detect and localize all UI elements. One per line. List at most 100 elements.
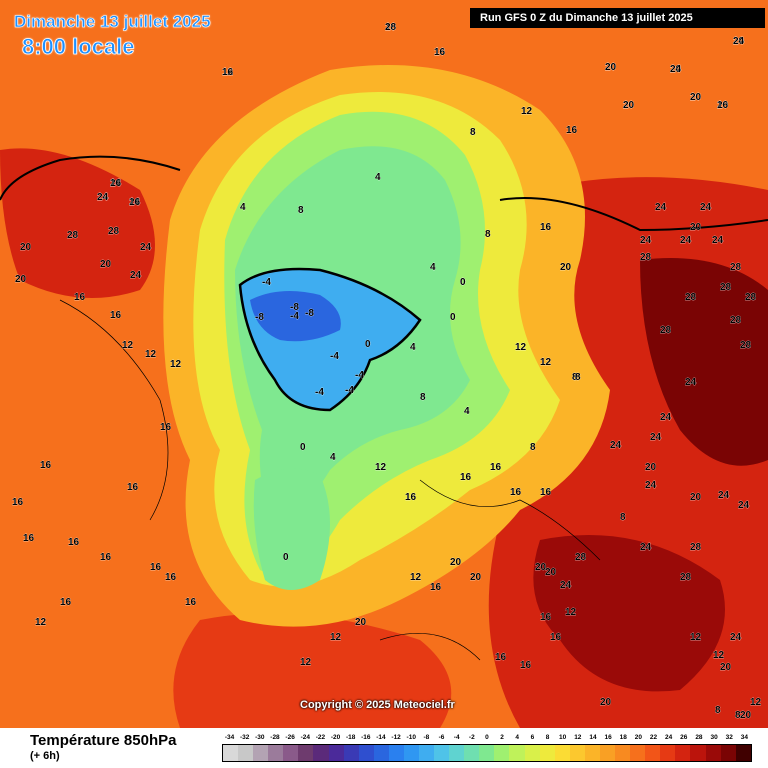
isotherm-value: 16: [129, 197, 141, 208]
time-label: 8:00 locale: [22, 34, 135, 60]
legend-swatch: [690, 745, 706, 761]
field-very-hot-south-asia: [533, 535, 725, 692]
isotherm-value: 20: [623, 100, 635, 111]
legend-value: -16: [361, 734, 371, 741]
isotherm-value: 8: [620, 512, 626, 523]
legend-value: -18: [345, 734, 356, 741]
isotherm-value: 20: [645, 462, 657, 473]
legend-swatch: [268, 745, 284, 761]
legend-swatch: [419, 745, 435, 761]
isotherm-value: 0: [365, 339, 371, 350]
isotherm-value: 0: [283, 552, 289, 563]
isotherm-value: 12: [170, 359, 182, 370]
isotherm-value: 16: [540, 222, 552, 233]
isotherm-value: 8: [470, 127, 476, 138]
legend-value: -6: [438, 734, 445, 741]
isotherm-value: 20: [690, 222, 702, 233]
footer: Température 850hPa (+ 6h) -34 -32 -30 -28 -2…: [0, 728, 768, 768]
legend-swatch: [358, 745, 374, 761]
isotherm-value: 4: [430, 262, 436, 273]
legend-swatch: [479, 745, 495, 761]
isotherm-value: 4: [330, 452, 336, 463]
legend-value: 20: [634, 734, 642, 741]
legend-value: 12: [574, 734, 582, 741]
isotherm-value: 24: [97, 192, 109, 203]
contour-20: [0, 155, 768, 232]
isotherm-value: 28: [730, 315, 742, 326]
isotherm-value: 16: [23, 533, 35, 544]
isotherm-value: 20: [600, 697, 612, 708]
isotherm-value: 20: [690, 92, 702, 103]
legend-swatch: [539, 745, 555, 761]
isotherm-value: 20: [717, 100, 729, 111]
field-minus8: [250, 291, 341, 342]
isotherm-value: 8: [575, 372, 581, 383]
isotherm-value: 24: [738, 500, 750, 511]
legend-swatch: [328, 745, 344, 761]
isotherm-value: 12: [300, 657, 312, 668]
isotherm-value: 16: [460, 472, 472, 483]
isotherm-value: 8: [715, 705, 721, 716]
isotherm-value: 8: [485, 229, 491, 240]
legend-swatch: [645, 745, 661, 761]
isotherm-value: 16: [520, 660, 532, 671]
legend-swatch: [464, 745, 480, 761]
isotherm-value: 28: [730, 262, 742, 273]
isotherm-value: 16: [717, 100, 729, 111]
legend-swatch: [283, 745, 299, 761]
isotherm-value: 20: [740, 710, 752, 721]
legend-swatch: [675, 745, 691, 761]
legend-swatch: [705, 745, 721, 761]
legend-value: -14: [376, 734, 386, 741]
isotherm-value: -8: [290, 302, 299, 313]
legend-value: 34: [740, 734, 748, 741]
legend-swatch: [313, 745, 329, 761]
isotherm-value: 8: [572, 372, 578, 383]
legend-swatch: [449, 745, 465, 761]
isotherm-value: 24: [640, 235, 652, 246]
legend-value: -2: [468, 734, 475, 741]
legend-value: -8: [423, 734, 430, 741]
isotherm-value: -4: [290, 311, 299, 322]
isotherm-value: 24: [97, 192, 109, 203]
field-very-hot-asia: [640, 258, 768, 466]
legend-value: -22: [315, 734, 326, 741]
isotherm-value: 24: [718, 490, 730, 501]
legend-value: 24: [665, 734, 673, 741]
legend-value: -34: [224, 734, 235, 741]
legend-swatch: [509, 745, 525, 761]
isotherm-value: 24: [129, 197, 141, 208]
isotherm-value: 16: [185, 597, 197, 608]
legend-swatch: [660, 745, 676, 761]
legend-swatch: [584, 745, 600, 761]
field-hot-africa: [173, 613, 452, 728]
isotherm-value: 28: [740, 340, 752, 351]
legend-value: 8: [545, 734, 550, 741]
legend-swatch: [298, 745, 314, 761]
isotherm-value: 16: [110, 178, 122, 189]
legend-swatch: [373, 745, 389, 761]
isotherm-value: 12: [222, 67, 234, 78]
isotherm-value: 28: [640, 252, 652, 263]
isotherm-value: 16: [566, 125, 578, 136]
legend-swatch: [403, 745, 420, 761]
legend-value: 32: [725, 734, 733, 741]
isotherm-value: 24: [733, 36, 745, 47]
legend-swatch: [238, 745, 254, 761]
isotherm-value: 20: [670, 64, 682, 75]
legend-value: 4: [515, 734, 520, 741]
legend-value: 14: [589, 734, 597, 741]
isotherm-value: 16: [434, 47, 446, 58]
legend-value: -12: [391, 734, 401, 741]
isotherm-value: -4: [345, 385, 354, 396]
isotherm-value: 20: [605, 62, 617, 73]
isotherm-value: 24: [610, 440, 622, 451]
isotherm-value: 24: [670, 64, 682, 75]
isotherm-value: 8: [735, 710, 741, 721]
isotherm-value: 16: [550, 632, 562, 643]
legend-value: -20: [330, 734, 341, 741]
forecast-step: (+ 6h): [30, 750, 60, 762]
legend-value: 26: [680, 734, 688, 741]
legend-swatch: [615, 745, 631, 761]
